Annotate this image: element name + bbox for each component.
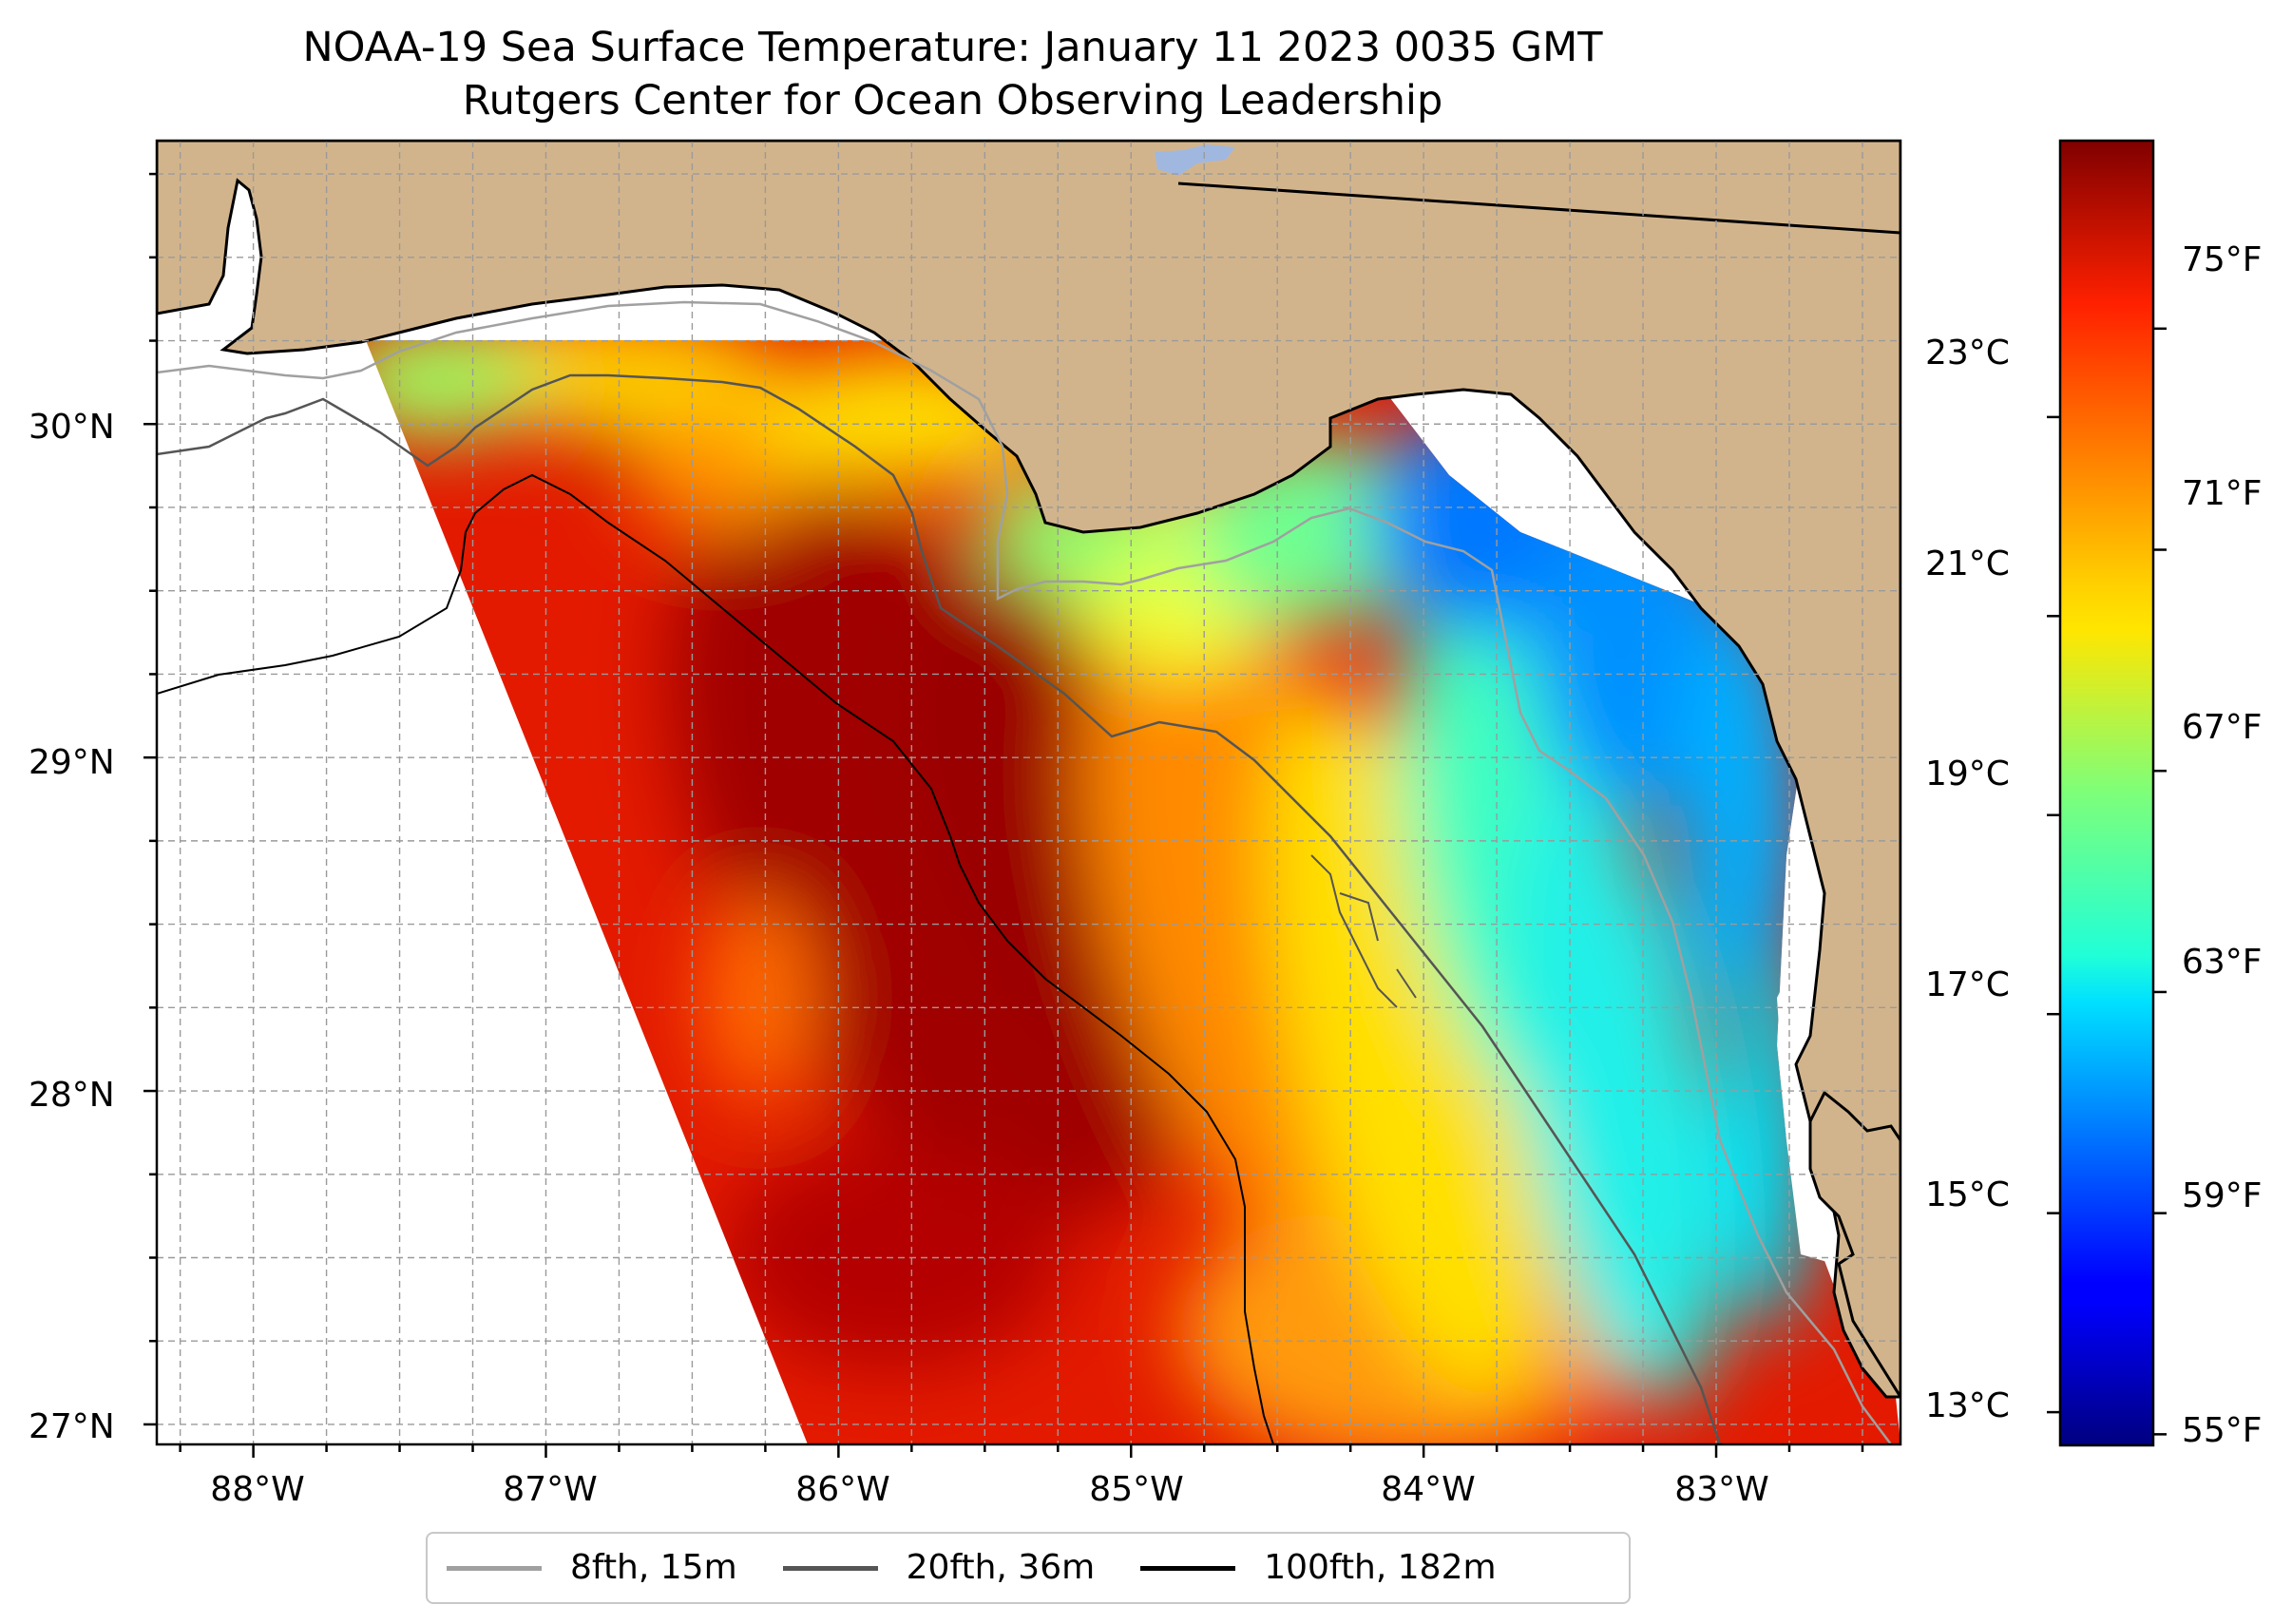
colorbar-celsius-23: 23°C xyxy=(1925,334,2010,373)
isobath-100fth xyxy=(157,473,1274,1444)
lat-label-27: 27°N xyxy=(29,1407,115,1446)
axis-ticks xyxy=(143,172,1864,1458)
colorbar-fahrenheit-63: 63°F xyxy=(2182,943,2263,982)
isobath-20fth xyxy=(157,373,1722,1444)
lat-label-29: 29°N xyxy=(29,743,115,782)
isobath-8fth xyxy=(157,300,1892,1444)
land-tampa xyxy=(1808,1090,1900,1400)
lon-label-84: 84°W xyxy=(1381,1470,1476,1509)
colorbar-fahrenheit-75: 75°F xyxy=(2182,240,2263,279)
land-north xyxy=(157,141,1900,1399)
colorbar-fahrenheit-71: 71°F xyxy=(2182,474,2263,513)
colorbar-celsius-13: 13°C xyxy=(1925,1386,2010,1425)
gridlines xyxy=(157,141,1900,1444)
legend-item-100fth: 100fth, 182m xyxy=(1140,1548,1497,1587)
state-border xyxy=(1177,182,1900,235)
colorbar-celsius-19: 19°C xyxy=(1925,755,2010,793)
lat-label-28: 28°N xyxy=(29,1076,115,1115)
colorbar-fahrenheit-55: 55°F xyxy=(2182,1411,2263,1450)
legend-item-8fth: 8fth, 15m xyxy=(447,1549,737,1587)
colorbar-fahrenheit-59: 59°F xyxy=(2182,1176,2263,1215)
legend-swatch-20fth xyxy=(782,1565,878,1571)
lon-label-86: 86°W xyxy=(795,1470,890,1509)
chart-title: NOAA-19 Sea Surface Temperature: January… xyxy=(302,24,1603,71)
chart-subtitle: Rutgers Center for Ocean Observing Leade… xyxy=(462,77,1443,124)
colorbar xyxy=(2058,139,2155,1447)
legend: 8fth, 15m 20fth, 36m 100fth, 182m xyxy=(426,1532,1631,1604)
lat-label-30: 30°N xyxy=(29,408,115,447)
lon-label-87: 87°W xyxy=(503,1470,598,1509)
lake xyxy=(1155,144,1235,176)
legend-label-100fth: 100fth, 182m xyxy=(1264,1548,1497,1587)
colorbar-ticks xyxy=(2047,327,2167,1436)
coastal-islands xyxy=(1310,854,1417,1008)
legend-item-20fth: 20fth, 36m xyxy=(782,1548,1096,1587)
legend-label-8fth: 8fth, 15m xyxy=(570,1548,737,1587)
colorbar-fahrenheit-67: 67°F xyxy=(2182,708,2263,747)
lon-label-83: 83°W xyxy=(1674,1470,1769,1509)
legend-swatch-8fth xyxy=(447,1565,542,1571)
colorbar-celsius-17: 17°C xyxy=(1925,965,2010,1004)
colorbar-celsius-15: 15°C xyxy=(1925,1175,2010,1214)
legend-swatch-100fth xyxy=(1140,1565,1236,1571)
legend-label-20fth: 20fth, 36m xyxy=(906,1548,1096,1587)
lon-label-85: 85°W xyxy=(1089,1470,1184,1509)
lon-label-88: 88°W xyxy=(210,1470,305,1509)
plot-border xyxy=(155,139,1902,1446)
colorbar-celsius-21: 21°C xyxy=(1925,545,2010,583)
